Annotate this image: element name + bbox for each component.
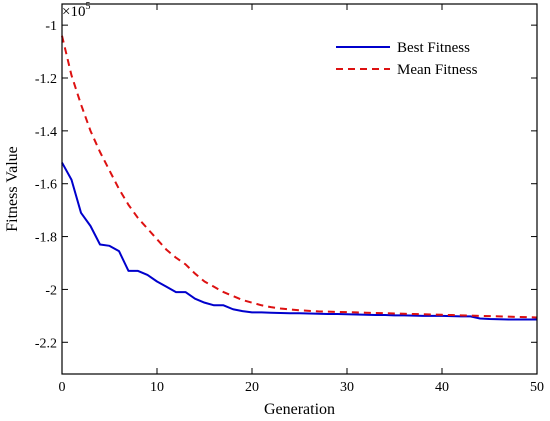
x-tick-label: 50 [530,380,544,395]
y-tick-label: -1 [45,19,57,34]
y-tick-label: -2.2 [35,336,57,351]
x-tick-label: 30 [340,380,354,395]
plot-frame [61,3,538,375]
legend-label-mean-fitness: Mean Fitness [397,62,478,78]
x-tick-label: 10 [150,380,164,395]
y-tick-label: -1.4 [35,125,57,140]
y-tick-label: -1.6 [35,178,57,193]
plot-lines [61,35,538,321]
y-tick-label: -1.2 [35,72,57,87]
y-tick-label: -2 [45,283,57,298]
x-axis-ticks: 0 10 20 30 40 50 [59,4,544,395]
legend-label-best-fitness: Best Fitness [397,40,470,56]
x-tick-label: 40 [435,380,449,395]
x-tick-label: 20 [245,380,259,395]
x-axis-label: Generation [264,401,335,418]
y-tick-label: -1.8 [35,231,57,246]
series-line-best-fitness [61,162,537,321]
legend: Best Fitness Mean Fitness [336,40,478,78]
y-axis-ticks: -2.2 -2 -1.8 -1.6 -1.4 -1.2 -1 [35,19,537,351]
y-axis-label: Fitness Value [4,146,21,231]
y-scale-exponent-label: ×105 [62,1,90,20]
x-tick-label: 0 [59,380,66,395]
